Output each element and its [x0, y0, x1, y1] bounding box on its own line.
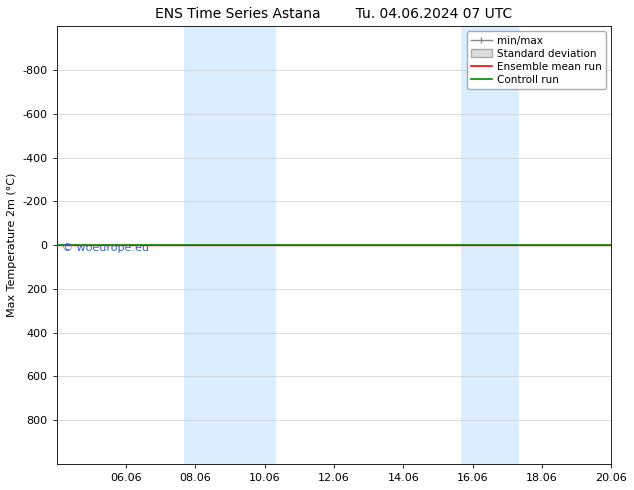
Title: ENS Time Series Astana        Tu. 04.06.2024 07 UTC: ENS Time Series Astana Tu. 04.06.2024 07…	[155, 7, 512, 21]
Text: © woeurope.eu: © woeurope.eu	[62, 243, 149, 253]
Bar	[184, 26, 276, 464]
Bar	[461, 26, 519, 464]
Legend: min/max, Standard deviation, Ensemble mean run, Controll run: min/max, Standard deviation, Ensemble me…	[467, 31, 606, 89]
Y-axis label: Max Temperature 2m (°C): Max Temperature 2m (°C)	[7, 173, 17, 318]
